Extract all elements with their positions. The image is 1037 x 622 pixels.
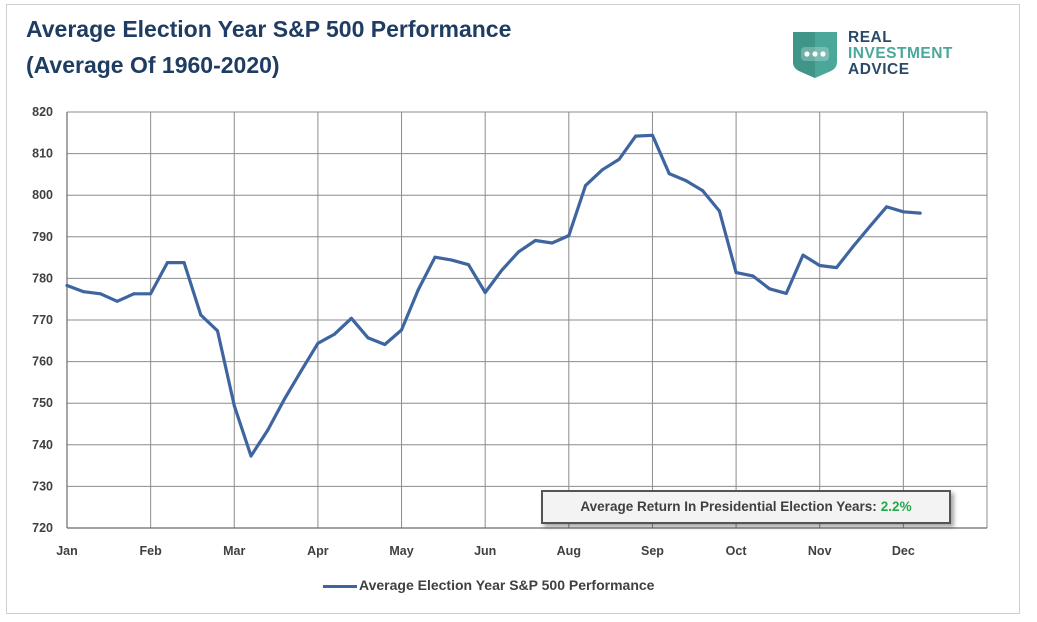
data-point [684, 179, 688, 183]
data-point [199, 313, 203, 317]
data-point [500, 268, 504, 272]
data-point [650, 133, 654, 137]
data-point [466, 263, 470, 267]
data-point [450, 258, 454, 262]
data-point [533, 239, 537, 243]
x-tick-label: Aug [557, 544, 581, 558]
logo-text-line2: INVESTMENT [848, 45, 953, 62]
data-point [98, 292, 102, 296]
data-point [634, 134, 638, 138]
data-point [600, 168, 604, 172]
x-tick-label: Jun [474, 544, 496, 558]
data-point [885, 205, 889, 209]
logo: REAL INVESTMENT ADVICE [790, 28, 1000, 80]
chart-title-line2: (Average Of 1960-2020) [26, 52, 280, 78]
y-tick-label: 750 [32, 396, 53, 410]
data-point [550, 241, 554, 245]
data-point [383, 343, 387, 347]
data-point [165, 261, 169, 265]
data-point [249, 454, 253, 458]
data-point [584, 184, 588, 188]
data-point [734, 271, 738, 275]
x-tick-label: Apr [307, 544, 329, 558]
data-point [667, 172, 671, 176]
x-tick-label: Feb [140, 544, 163, 558]
data-point [316, 341, 320, 345]
chart-title-line1: Average Election Year S&P 500 Performanc… [26, 16, 512, 42]
y-tick-label: 730 [32, 479, 53, 493]
y-tick-label: 760 [32, 355, 53, 369]
data-point [416, 288, 420, 292]
chat-bubble-shield-icon [793, 32, 837, 78]
data-point [868, 224, 872, 228]
y-tick-label: 800 [32, 188, 53, 202]
data-point [299, 369, 303, 373]
average-return-callout: Average Return In Presidential Election … [541, 490, 951, 524]
y-tick-label: 740 [32, 438, 53, 452]
data-point [751, 274, 755, 278]
data-point [701, 189, 705, 193]
data-point [784, 291, 788, 295]
data-point [400, 328, 404, 332]
data-point [768, 287, 772, 291]
data-point [333, 332, 337, 336]
data-point [149, 292, 153, 296]
x-tick-label: Jan [56, 544, 78, 558]
callout-value: 2.2% [880, 499, 912, 514]
legend-series-swatch [323, 585, 357, 588]
y-tick-label: 780 [32, 271, 53, 285]
data-point [617, 157, 621, 161]
data-point [232, 404, 236, 408]
data-point [901, 210, 905, 214]
data-point [918, 211, 922, 215]
logo-text-line3: ADVICE [848, 61, 910, 78]
x-tick-label: May [389, 544, 413, 558]
x-tick-label: Dec [892, 544, 915, 558]
y-tick-label: 820 [32, 105, 53, 119]
data-point [216, 329, 220, 333]
y-tick-label: 770 [32, 313, 53, 327]
data-point [115, 299, 119, 303]
legend-series-label: Average Election Year S&P 500 Performanc… [359, 577, 655, 593]
data-point [818, 264, 822, 268]
x-tick-label: Nov [808, 544, 832, 558]
data-point [266, 428, 270, 432]
y-tick-label: 790 [32, 230, 53, 244]
data-point [483, 291, 487, 295]
data-point [517, 250, 521, 254]
series-line [65, 133, 922, 458]
x-tick-label: Sep [641, 544, 664, 558]
x-tick-label: Oct [726, 544, 748, 558]
data-point [801, 253, 805, 257]
data-point [567, 234, 571, 238]
data-point [132, 292, 136, 296]
data-point [65, 283, 69, 287]
y-tick-label: 720 [32, 521, 53, 535]
data-point [851, 244, 855, 248]
data-point [366, 336, 370, 340]
data-point [182, 261, 186, 265]
data-point [282, 397, 286, 401]
data-point [82, 290, 86, 294]
x-tick-label: Mar [223, 544, 245, 558]
data-point [717, 209, 721, 213]
logo-text-line1: REAL [848, 29, 893, 46]
data-point [834, 266, 838, 270]
y-tick-label: 810 [32, 147, 53, 161]
callout-label: Average Return In Presidential Election … [580, 499, 877, 514]
data-point [349, 316, 353, 320]
data-point [433, 255, 437, 259]
